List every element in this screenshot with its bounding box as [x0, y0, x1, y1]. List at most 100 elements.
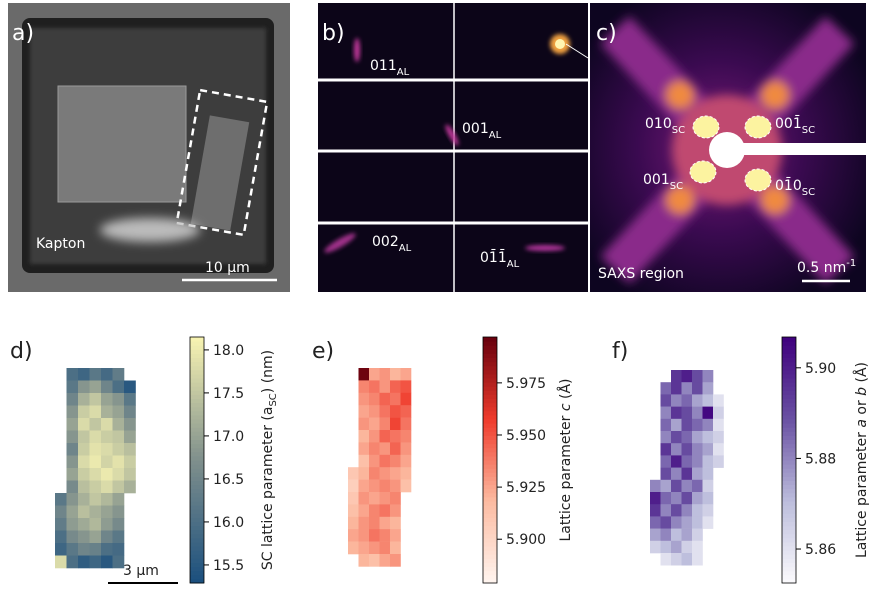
- label-part: (Å): [853, 362, 870, 387]
- colorbar-step: [782, 431, 796, 436]
- heatmap-cell: [661, 419, 672, 432]
- colorbar-step: [190, 435, 204, 440]
- heatmap-cell: [101, 443, 113, 456]
- colorbar-step: [483, 378, 497, 383]
- heatmap-cell: [390, 554, 401, 567]
- colorbar-step: [190, 345, 204, 350]
- heatmap-cell: [113, 443, 125, 456]
- heatmap-cell: [650, 516, 661, 529]
- colorbar-step: [483, 374, 497, 379]
- heatmap-cell: [78, 481, 90, 494]
- colorbar-step: [782, 522, 796, 527]
- colorbar-step: [483, 403, 497, 408]
- heatmap-cell: [369, 504, 380, 517]
- colorbar-step: [483, 530, 497, 535]
- peak-index: 001: [462, 121, 489, 137]
- heatmap-cell: [380, 442, 391, 455]
- colorbar-step: [190, 456, 204, 461]
- heatmap-cell: [78, 368, 90, 381]
- heatmap-cell: [90, 406, 102, 419]
- heatmap-cell: [101, 431, 113, 444]
- heatmap-cell: [101, 506, 113, 519]
- heatmap-cell: [359, 467, 370, 480]
- heatmap-cell: [124, 443, 136, 456]
- colorbar-step: [483, 575, 497, 580]
- colorbar-step: [483, 526, 497, 531]
- saxs-spot: [555, 39, 565, 49]
- heatmap-cell: [124, 431, 136, 444]
- colorbar-step: [190, 358, 204, 363]
- colorbar-step: [782, 575, 796, 580]
- colorbar-step: [190, 497, 204, 502]
- streak: [525, 245, 565, 251]
- heatmap-cell: [682, 553, 693, 566]
- colorbar-step: [190, 452, 204, 457]
- colorbar-step: [483, 382, 497, 387]
- colorbar-step: [190, 501, 204, 506]
- heatmap-cell: [682, 480, 693, 493]
- heatmap-cell: [90, 456, 102, 469]
- heatmap-cell: [692, 468, 703, 481]
- heatmap-cell: [661, 443, 672, 456]
- heatmap-cell: [380, 492, 391, 505]
- heatmap-cell: [78, 393, 90, 406]
- heatmap-cell: [113, 368, 125, 381]
- heatmap-cell: [359, 405, 370, 418]
- heatmap-cell: [90, 556, 102, 569]
- heatmap-cell: [101, 531, 113, 544]
- heatmap-cell: [682, 394, 693, 407]
- heatmap-cell: [78, 531, 90, 544]
- colorbar-step: [190, 415, 204, 420]
- heatmap-cell: [67, 406, 79, 419]
- panel-b: b) 011AL 001AL 002AL 01̄1̄AL: [318, 3, 588, 292]
- colorbar-step: [483, 419, 497, 424]
- heatmap-cell: [90, 543, 102, 556]
- heatmap-cell: [682, 541, 693, 554]
- colorbar-step: [483, 423, 497, 428]
- colorbar-step: [782, 427, 796, 432]
- colorbar-step: [782, 366, 796, 371]
- heatmap-cell: [661, 394, 672, 407]
- colorbar-step: [483, 476, 497, 481]
- heatmap-cell: [390, 492, 401, 505]
- colorbar-step: [782, 407, 796, 412]
- colorbar-step: [782, 374, 796, 379]
- heatmap-cell: [348, 542, 359, 555]
- heatmap-cell: [671, 443, 682, 456]
- peak-sub: SC: [672, 125, 685, 136]
- colorbar-tick-label: 5.86: [805, 542, 836, 558]
- heatmap-cell: [390, 467, 401, 480]
- colorbar-tick-label: 5.88: [805, 451, 836, 467]
- heatmap-cell: [671, 407, 682, 420]
- heatmap-cell: [90, 368, 102, 381]
- heatmap-cell: [401, 430, 412, 443]
- heatmap-cell: [101, 543, 113, 556]
- colorbar-step: [190, 423, 204, 428]
- colorbar-step: [782, 452, 796, 457]
- saxs-peak: [690, 161, 716, 183]
- colorbar-step: [190, 390, 204, 395]
- colorbar-step: [190, 403, 204, 408]
- heatmap-cell: [390, 504, 401, 517]
- heatmap-cell: [348, 467, 359, 480]
- heatmap-cell: [671, 394, 682, 407]
- heatmap-cell: [67, 418, 79, 431]
- heatmap-cell: [55, 556, 67, 569]
- heatmap-cell: [78, 543, 90, 556]
- heatmap-cell: [671, 529, 682, 542]
- heatmap-cell: [671, 468, 682, 481]
- colorbar-step: [190, 370, 204, 375]
- peak-sub: AL: [489, 130, 502, 141]
- colorbar-step: [782, 415, 796, 420]
- label-part: b: [854, 387, 870, 396]
- peak-index: 001: [643, 172, 670, 188]
- colorbar-step: [190, 468, 204, 473]
- heatmap-cell: [359, 480, 370, 493]
- heatmap-cell: [369, 517, 380, 530]
- label-part: SC lattice parameter (a: [260, 407, 276, 571]
- heatmap-cell: [401, 380, 412, 393]
- colorbar-step: [483, 534, 497, 539]
- heatmap-cell: [661, 468, 672, 481]
- colorbar-step: [190, 542, 204, 547]
- heatmap-cell: [661, 516, 672, 529]
